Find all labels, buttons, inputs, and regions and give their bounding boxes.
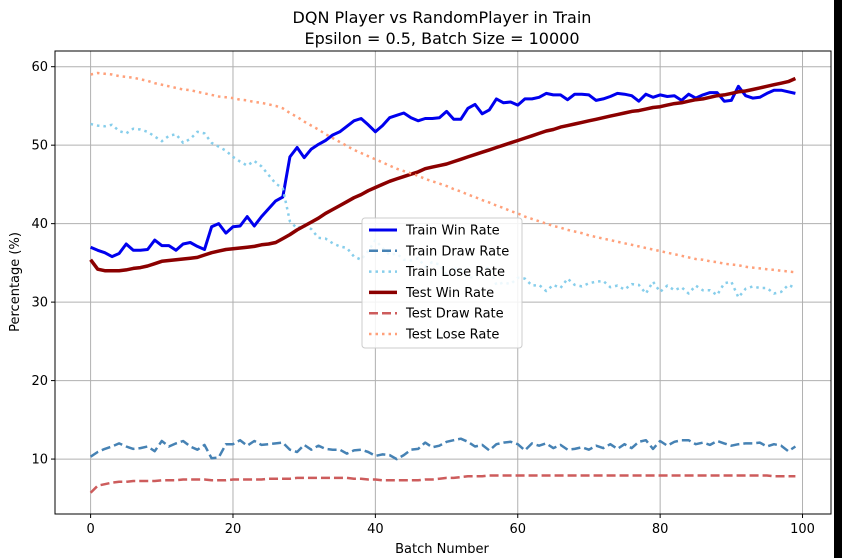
y-tick-label: 40 bbox=[31, 217, 48, 232]
chart-title: DQN Player vs RandomPlayer in Train bbox=[293, 8, 592, 27]
legend-box bbox=[361, 217, 523, 349]
legend-label-test-draw-rate: Test Draw Rate bbox=[405, 307, 504, 322]
legend-label-test-lose-rate: Test Lose Rate bbox=[405, 328, 499, 343]
y-tick-label: 30 bbox=[31, 296, 48, 311]
legend-label-train-draw-rate: Train Draw Rate bbox=[405, 244, 509, 259]
window-edge bbox=[834, 0, 842, 558]
legend-label-train-win-rate: Train Win Rate bbox=[405, 224, 500, 239]
legend-label-train-lose-rate: Train Lose Rate bbox=[405, 265, 505, 280]
series-lines bbox=[89, 71, 797, 494]
x-tick-label: 0 bbox=[86, 522, 94, 537]
series-train-lose-rate bbox=[90, 122, 796, 299]
legend: Train Win Rate Train Draw Rate Train Lose … bbox=[361, 217, 523, 349]
chart-subtitle: Epsilon = 0.5, Batch Size = 10000 bbox=[304, 29, 579, 48]
x-tick-label: 100 bbox=[790, 522, 815, 537]
axis-ticks: 0 20 40 60 80 100 10 20 30 40 50 60 bbox=[31, 60, 814, 537]
y-tick-label: 20 bbox=[31, 374, 48, 389]
y-tick-label: 60 bbox=[31, 60, 48, 75]
series-train-win-rate bbox=[89, 84, 796, 259]
plot-frame bbox=[54, 50, 832, 515]
series-test-draw-rate bbox=[89, 474, 796, 494]
x-tick-label: 60 bbox=[509, 522, 526, 537]
series-test-win-rate bbox=[89, 76, 797, 273]
y-tick-label: 10 bbox=[31, 453, 48, 468]
series-train-draw-rate bbox=[89, 437, 797, 461]
y-tick-label: 50 bbox=[31, 139, 48, 154]
x-tick-label: 80 bbox=[652, 522, 669, 537]
x-tick-label: 20 bbox=[225, 522, 242, 537]
legend-label-test-win-rate: Test Win Rate bbox=[405, 286, 494, 301]
x-axis-label: Batch Number bbox=[395, 542, 489, 557]
y-axis-label: Percentage (%) bbox=[8, 232, 23, 332]
x-tick-label: 40 bbox=[367, 522, 384, 537]
